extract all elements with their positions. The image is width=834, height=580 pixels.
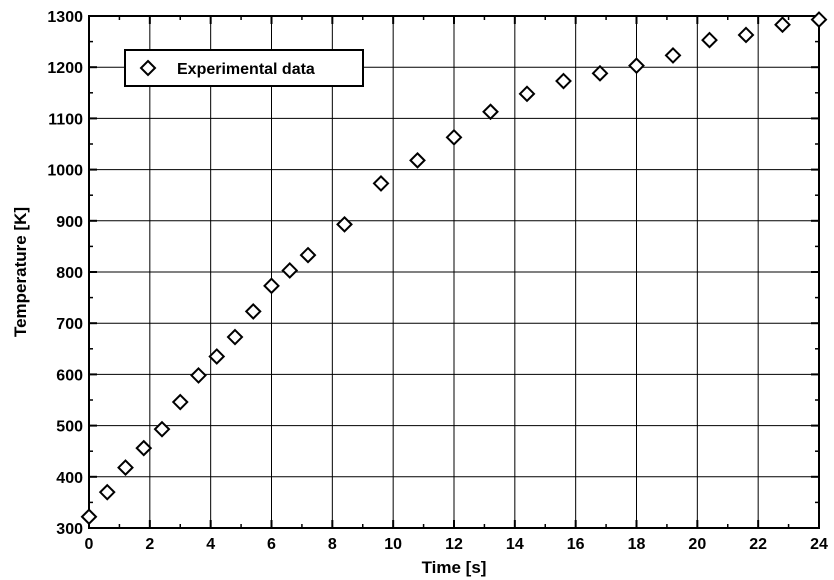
y-tick-label: 1000 xyxy=(47,163,83,180)
data-point xyxy=(208,348,226,365)
data-point xyxy=(171,393,189,411)
y-tick-label: 900 xyxy=(56,214,83,231)
data-point xyxy=(445,128,463,146)
x-tick-label: 16 xyxy=(567,536,585,553)
data-point xyxy=(244,303,262,320)
data-point xyxy=(226,328,244,346)
data-point xyxy=(701,31,718,49)
legend-box xyxy=(124,49,364,87)
grid xyxy=(88,15,820,529)
data-point xyxy=(263,277,280,295)
x-tick-label: 2 xyxy=(145,536,154,553)
data-point xyxy=(810,11,828,28)
x-tick-label: 6 xyxy=(267,536,276,553)
x-tick-label: 10 xyxy=(384,536,402,553)
data-point xyxy=(591,64,609,82)
legend-label: Experimental data xyxy=(177,61,315,78)
y-tick-label: 400 xyxy=(56,470,83,487)
y-tick-label: 800 xyxy=(56,265,83,282)
data-point xyxy=(372,175,390,192)
y-tick-label: 500 xyxy=(56,419,83,436)
x-axis-title: Time [s] xyxy=(422,558,487,577)
data-point xyxy=(737,26,755,44)
data-point xyxy=(482,103,499,121)
x-tick-label: 12 xyxy=(445,536,463,553)
data-point xyxy=(664,47,682,64)
data-point xyxy=(555,72,572,90)
x-tick-labels: 0 2 4 6 8 10 12 14 16 18 20 22 24 xyxy=(85,536,828,553)
legend-diamond-marker xyxy=(139,59,157,77)
y-tick-label: 1100 xyxy=(48,111,83,128)
y-tick-label: 700 xyxy=(56,316,83,333)
data-point xyxy=(190,367,207,384)
data-point xyxy=(336,215,353,233)
data-point xyxy=(98,483,116,501)
x-tick-label: 22 xyxy=(749,536,767,553)
x-tick-label: 20 xyxy=(688,536,706,553)
y-tick-label: 1300 xyxy=(47,9,83,26)
data-points xyxy=(80,11,828,526)
data-point xyxy=(518,85,536,103)
data-point xyxy=(135,439,153,457)
y-tick-label: 600 xyxy=(56,367,83,384)
data-point xyxy=(628,57,645,75)
x-tick-label: 14 xyxy=(506,536,524,553)
x-tick-label: 18 xyxy=(628,536,646,553)
x-tick-label: 24 xyxy=(810,536,828,553)
data-point xyxy=(281,262,299,279)
data-point xyxy=(774,16,791,34)
data-point xyxy=(409,151,426,169)
y-tick-label: 1200 xyxy=(47,60,83,77)
x-tick-label: 4 xyxy=(206,536,215,553)
y-tick-labels: 300 400 500 600 700 800 900 1000 1100 1200 1300 xyxy=(47,9,83,538)
data-point xyxy=(80,508,98,526)
data-point xyxy=(117,459,134,476)
y-axis-title: Temperature [K] xyxy=(11,207,30,337)
data-point xyxy=(299,246,317,264)
y-tick-label: 300 xyxy=(56,521,83,538)
x-tick-label: 0 xyxy=(85,536,94,553)
x-tick-label: 8 xyxy=(328,536,337,553)
data-point xyxy=(153,420,171,438)
legend: Experimental data xyxy=(124,49,364,87)
